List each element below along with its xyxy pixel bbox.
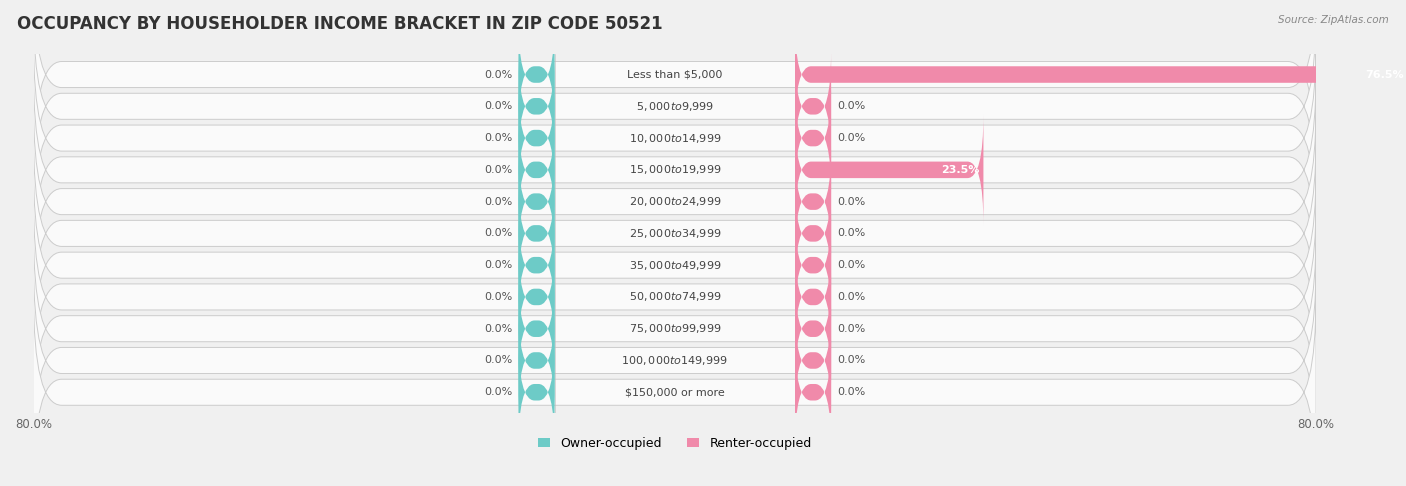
FancyBboxPatch shape xyxy=(794,337,831,448)
FancyBboxPatch shape xyxy=(519,115,554,225)
Text: $100,000 to $149,999: $100,000 to $149,999 xyxy=(621,354,728,367)
FancyBboxPatch shape xyxy=(519,83,554,193)
Text: 0.0%: 0.0% xyxy=(838,197,866,207)
Text: 0.0%: 0.0% xyxy=(838,133,866,143)
FancyBboxPatch shape xyxy=(34,8,1316,205)
Text: 0.0%: 0.0% xyxy=(838,228,866,239)
Text: OCCUPANCY BY HOUSEHOLDER INCOME BRACKET IN ZIP CODE 50521: OCCUPANCY BY HOUSEHOLDER INCOME BRACKET … xyxy=(17,15,662,33)
Text: 0.0%: 0.0% xyxy=(838,101,866,111)
Text: 0.0%: 0.0% xyxy=(838,324,866,334)
Text: $10,000 to $14,999: $10,000 to $14,999 xyxy=(628,132,721,144)
FancyBboxPatch shape xyxy=(794,242,831,352)
FancyBboxPatch shape xyxy=(519,19,554,130)
FancyBboxPatch shape xyxy=(34,199,1316,395)
FancyBboxPatch shape xyxy=(34,0,1316,173)
Text: 0.0%: 0.0% xyxy=(484,165,512,175)
FancyBboxPatch shape xyxy=(794,178,831,289)
Text: 0.0%: 0.0% xyxy=(484,355,512,365)
Text: $25,000 to $34,999: $25,000 to $34,999 xyxy=(628,227,721,240)
Text: 0.0%: 0.0% xyxy=(484,197,512,207)
Text: 0.0%: 0.0% xyxy=(838,260,866,270)
Text: $5,000 to $9,999: $5,000 to $9,999 xyxy=(636,100,714,113)
FancyBboxPatch shape xyxy=(519,337,554,448)
FancyBboxPatch shape xyxy=(34,167,1316,364)
Text: 0.0%: 0.0% xyxy=(484,387,512,397)
Text: 0.0%: 0.0% xyxy=(484,69,512,80)
FancyBboxPatch shape xyxy=(519,242,554,352)
Text: 0.0%: 0.0% xyxy=(838,355,866,365)
Text: 23.5%: 23.5% xyxy=(941,165,980,175)
Text: $15,000 to $19,999: $15,000 to $19,999 xyxy=(628,163,721,176)
Text: 0.0%: 0.0% xyxy=(484,228,512,239)
FancyBboxPatch shape xyxy=(34,104,1316,300)
Text: 0.0%: 0.0% xyxy=(484,101,512,111)
Text: 0.0%: 0.0% xyxy=(484,324,512,334)
FancyBboxPatch shape xyxy=(794,83,831,193)
FancyBboxPatch shape xyxy=(34,262,1316,459)
Text: $20,000 to $24,999: $20,000 to $24,999 xyxy=(628,195,721,208)
FancyBboxPatch shape xyxy=(794,51,831,161)
Legend: Owner-occupied, Renter-occupied: Owner-occupied, Renter-occupied xyxy=(538,437,811,450)
FancyBboxPatch shape xyxy=(794,305,831,416)
FancyBboxPatch shape xyxy=(519,305,554,416)
FancyBboxPatch shape xyxy=(34,71,1316,268)
FancyBboxPatch shape xyxy=(34,40,1316,236)
FancyBboxPatch shape xyxy=(519,51,554,161)
FancyBboxPatch shape xyxy=(794,210,831,320)
FancyBboxPatch shape xyxy=(519,210,554,320)
Text: Source: ZipAtlas.com: Source: ZipAtlas.com xyxy=(1278,15,1389,25)
FancyBboxPatch shape xyxy=(34,230,1316,427)
Text: 0.0%: 0.0% xyxy=(484,260,512,270)
Text: 0.0%: 0.0% xyxy=(838,387,866,397)
FancyBboxPatch shape xyxy=(794,115,983,225)
FancyBboxPatch shape xyxy=(519,146,554,257)
Text: 0.0%: 0.0% xyxy=(484,133,512,143)
Text: 0.0%: 0.0% xyxy=(838,292,866,302)
Text: $35,000 to $49,999: $35,000 to $49,999 xyxy=(628,259,721,272)
FancyBboxPatch shape xyxy=(519,178,554,289)
FancyBboxPatch shape xyxy=(519,274,554,384)
Text: $75,000 to $99,999: $75,000 to $99,999 xyxy=(628,322,721,335)
Text: $50,000 to $74,999: $50,000 to $74,999 xyxy=(628,291,721,303)
FancyBboxPatch shape xyxy=(794,19,1406,130)
Text: 0.0%: 0.0% xyxy=(484,292,512,302)
FancyBboxPatch shape xyxy=(794,274,831,384)
FancyBboxPatch shape xyxy=(34,294,1316,486)
Text: 76.5%: 76.5% xyxy=(1365,69,1405,80)
Text: Less than $5,000: Less than $5,000 xyxy=(627,69,723,80)
Text: $150,000 or more: $150,000 or more xyxy=(624,387,724,397)
FancyBboxPatch shape xyxy=(794,146,831,257)
FancyBboxPatch shape xyxy=(34,135,1316,331)
